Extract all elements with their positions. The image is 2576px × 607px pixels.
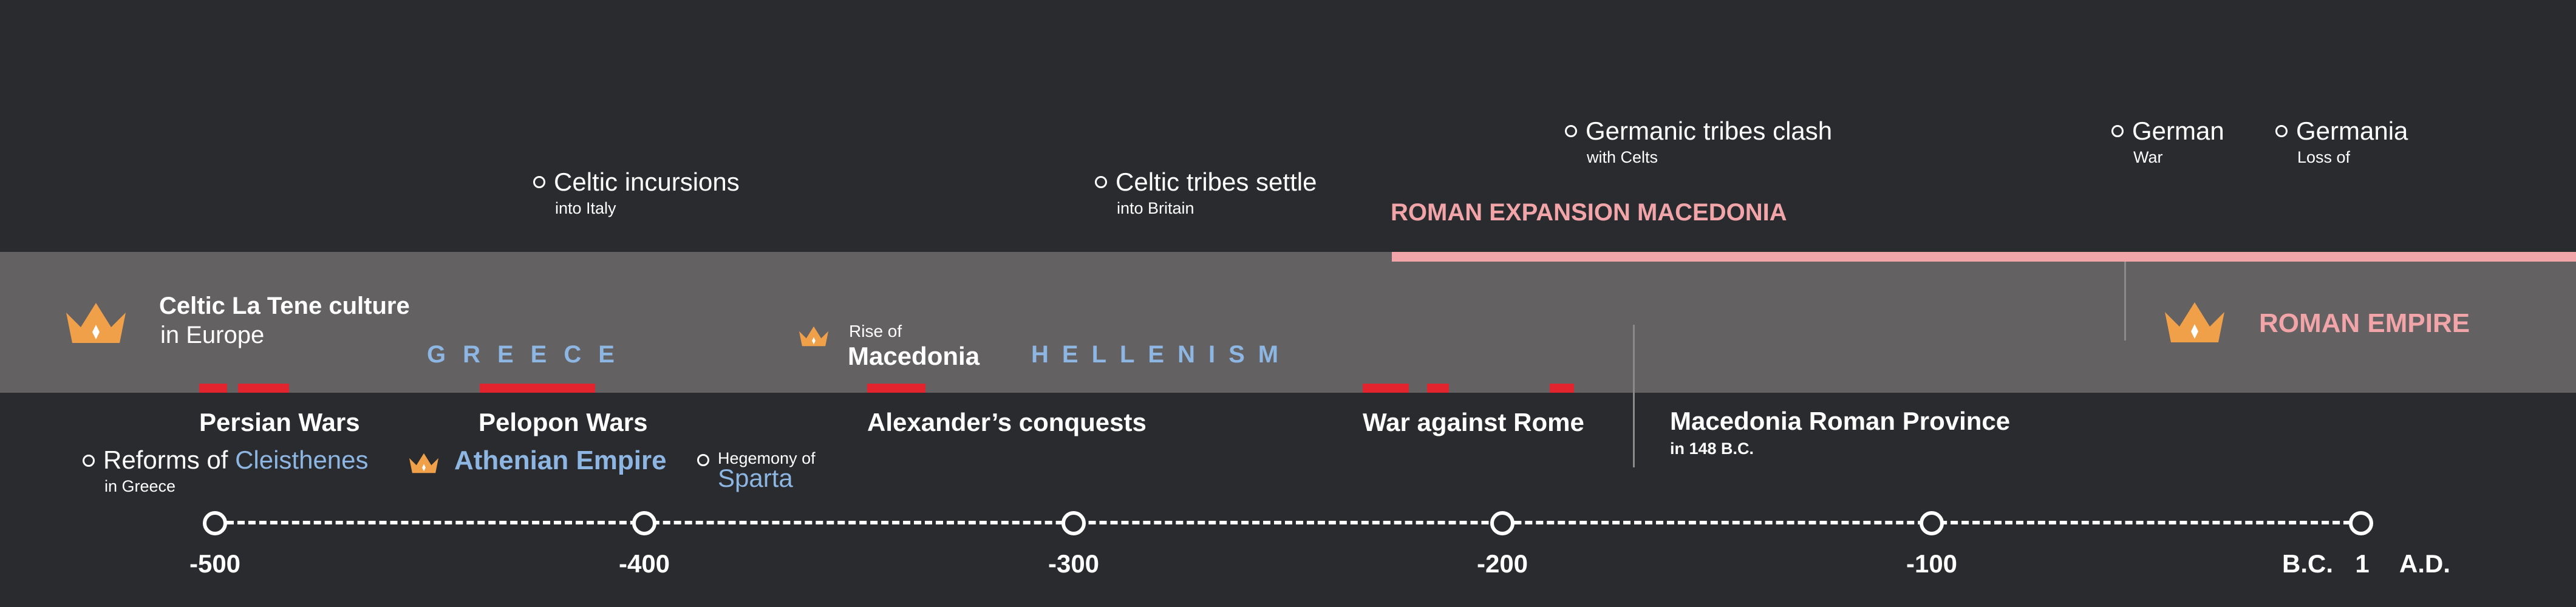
- axis-tick: [2349, 511, 2373, 535]
- war-bar: [1363, 384, 1409, 393]
- event-title: Germania: [2296, 117, 2408, 145]
- culture-sub: in Europe: [160, 322, 265, 348]
- hegemony-name: Sparta: [718, 464, 793, 492]
- event-dot: [697, 454, 709, 466]
- empire-divider: [2124, 262, 2126, 341]
- hellenism-label: HELLENISM: [1031, 341, 1292, 368]
- axis-tick: [203, 511, 227, 535]
- roman-expansion-line: [1392, 252, 2576, 262]
- axis-label: -500: [189, 549, 241, 578]
- axis-label: -100: [1906, 549, 1958, 578]
- event-dot: [533, 176, 545, 188]
- war-bar: [238, 384, 289, 393]
- province-divider: [1633, 325, 1635, 467]
- event-sub: into Britain: [1117, 199, 1194, 217]
- athenian-empire-label: Athenian Empire: [454, 446, 667, 475]
- event-sub: into Italy: [555, 199, 616, 217]
- war-label-pelopon: Pelopon Wars: [479, 408, 648, 436]
- axis-tick: [1920, 511, 1944, 535]
- war-bar: [199, 384, 227, 393]
- axis-tick: [1490, 511, 1515, 535]
- greece-label: GREECE: [427, 341, 632, 368]
- war-bar: [1550, 384, 1574, 393]
- event-title: Celtic tribes settle: [1116, 168, 1317, 196]
- province-sub: in 148 B.C.: [1670, 439, 1754, 458]
- event-title: Germanic tribes clash: [1586, 117, 1833, 145]
- reforms-sub: in Greece: [104, 477, 176, 495]
- axis-label: -300: [1048, 549, 1100, 578]
- war-bar: [867, 384, 925, 393]
- war-label-rome: War against Rome: [1363, 408, 1584, 436]
- event-dot: [1565, 125, 1577, 137]
- crown-icon: [409, 453, 439, 473]
- axis-tick: [1061, 511, 1086, 535]
- event-dot: [2111, 125, 2124, 137]
- event-dot: [2275, 125, 2288, 137]
- reforms-prefix: Reforms of: [103, 446, 236, 474]
- war-bar: [1427, 384, 1449, 393]
- roman-expansion-label: ROMAN EXPANSION MACEDONIA: [1391, 199, 1787, 226]
- axis-label: -200: [1476, 549, 1528, 578]
- culture-title: Celtic La Tene culture: [159, 293, 410, 319]
- roman-empire-label: ROMAN EMPIRE: [2259, 308, 2470, 338]
- event-sub: with Celts: [1587, 148, 1658, 166]
- hegemony-label: Hegemony of: [718, 449, 816, 467]
- axis-label-bc: B.C.: [2282, 549, 2333, 578]
- rise-label: Rise of: [849, 322, 902, 341]
- axis-label: -400: [618, 549, 670, 578]
- event-dot: [83, 455, 95, 467]
- axis-tick: [632, 511, 656, 535]
- province-title: Macedonia Roman Province: [1670, 407, 2011, 435]
- war-bar: [480, 384, 595, 393]
- axis-line: [216, 521, 2362, 524]
- timeline-band: [0, 252, 2576, 393]
- crown-icon: [66, 303, 126, 343]
- reforms-name: Cleisthenes: [235, 446, 369, 474]
- crown-icon: [799, 326, 829, 347]
- reforms-label: Reforms of Cleisthenes: [103, 446, 369, 475]
- war-label-alexander: Alexander’s conquests: [867, 408, 1147, 436]
- axis-label: 1: [2355, 549, 2370, 578]
- event-dot: [1095, 176, 1107, 188]
- event-sub: War: [2133, 148, 2163, 166]
- event-sub: Loss of: [2297, 148, 2351, 166]
- crown-icon: [2165, 302, 2224, 342]
- event-title: Celtic incursions: [554, 168, 740, 196]
- macedonia-label: Macedonia: [848, 342, 980, 370]
- war-label-persian: Persian Wars: [199, 408, 360, 436]
- event-title: German: [2132, 117, 2224, 145]
- axis-label-ad: A.D.: [2399, 549, 2450, 578]
